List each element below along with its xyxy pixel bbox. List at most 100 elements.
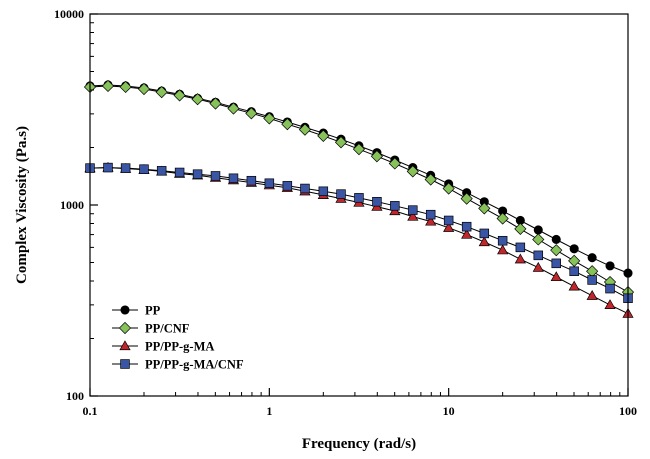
data-point [550, 244, 563, 257]
legend-marker [120, 359, 130, 369]
data-point [103, 162, 113, 173]
data-point [298, 123, 312, 136]
data-point [210, 171, 221, 181]
data-point [318, 186, 329, 197]
data-point [119, 80, 132, 94]
y-tick-label: 10000 [54, 7, 84, 21]
data-point [478, 236, 490, 247]
data-point [569, 244, 579, 254]
data-point [390, 201, 400, 211]
data-point [192, 169, 203, 179]
data-point [209, 97, 222, 110]
data-point [551, 258, 561, 269]
data-point [264, 178, 275, 188]
data-point [568, 280, 580, 291]
data-point [532, 233, 545, 246]
data-point [461, 228, 473, 239]
data-point [587, 275, 597, 285]
legend-label: PP/PP-g-MA [145, 340, 214, 354]
legend-label: PP/PP-g-MA/CNF [145, 358, 244, 372]
data-point [479, 228, 490, 239]
data-point [514, 222, 527, 235]
data-point [263, 112, 276, 125]
legend-entry: PP [112, 304, 161, 318]
data-point [300, 183, 310, 194]
data-point [354, 193, 364, 203]
data-point [515, 242, 526, 253]
data-point [227, 102, 240, 115]
data-point [120, 163, 131, 173]
series-layer [83, 79, 635, 318]
data-point [425, 209, 436, 220]
series-1 [83, 79, 635, 299]
data-point [228, 173, 239, 184]
legend: PP PP/CNF PP/PP-g-MA PP/PP-g-MA/CNF [112, 304, 244, 372]
data-point [372, 196, 382, 207]
data-point [407, 210, 419, 221]
data-point [137, 82, 151, 96]
legend-entry: PP/PP-g-MA/CNF [112, 358, 244, 372]
data-point [587, 253, 597, 263]
data-point [245, 107, 258, 120]
data-point [568, 254, 581, 267]
data-point [281, 118, 294, 131]
data-point [101, 79, 115, 93]
data-point [461, 221, 472, 232]
data-point [533, 225, 543, 235]
data-point [497, 235, 508, 246]
legend-label: PP [145, 304, 161, 318]
data-point [550, 271, 562, 282]
data-point [478, 202, 491, 215]
legend-marker [120, 305, 130, 315]
data-point [352, 143, 366, 156]
legend-entry: PP/CNF [112, 322, 190, 336]
data-point [406, 165, 419, 178]
y-tick-label: 1000 [60, 198, 84, 212]
data-point [388, 157, 401, 170]
y-tick-label: 100 [66, 389, 84, 403]
legend-marker [118, 321, 132, 335]
data-point [424, 173, 437, 186]
data-point [586, 290, 598, 300]
data-point [317, 129, 330, 143]
data-point [569, 266, 579, 276]
data-point [334, 136, 348, 149]
data-point [173, 89, 186, 102]
data-point [425, 215, 437, 226]
data-point [532, 261, 544, 272]
data-point [605, 261, 615, 271]
data-point [443, 215, 454, 226]
data-point [442, 182, 455, 195]
data-point [533, 250, 544, 261]
x-axis-title: Frequency (rad/s) [302, 436, 416, 452]
data-point [246, 175, 257, 186]
legend-entry: PP/PP-g-MA [112, 340, 214, 354]
x-tick-label: 1 [266, 404, 272, 418]
data-point [604, 299, 616, 309]
data-point [460, 192, 473, 205]
x-tick-label: 0.1 [83, 404, 98, 418]
data-point [551, 234, 561, 245]
legend-marker [119, 340, 131, 351]
data-point [497, 244, 509, 255]
data-point [370, 150, 384, 163]
data-point [139, 164, 149, 174]
data-point [282, 181, 293, 191]
data-point [496, 212, 509, 225]
x-tick-label: 10 [443, 404, 455, 418]
data-point [155, 86, 168, 99]
data-point [191, 93, 204, 106]
data-point [156, 166, 167, 176]
axis-layer: 0.1 1 10 100 100 1000 10000 [54, 7, 637, 418]
data-point [514, 253, 526, 264]
data-point [605, 283, 615, 294]
x-tick-label: 100 [619, 404, 637, 418]
y-axis-title: Complex Viscosity (Pa.s) [14, 126, 30, 284]
legend-label: PP/CNF [145, 322, 190, 336]
data-point [408, 205, 418, 215]
data-point [336, 189, 346, 199]
data-point [443, 222, 455, 232]
data-point [174, 167, 185, 178]
